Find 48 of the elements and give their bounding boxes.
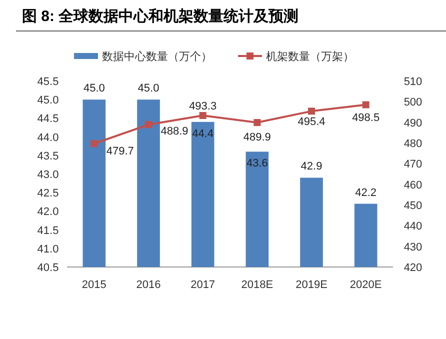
data-label: 43.6 (246, 158, 268, 170)
y-tick-label: 45.5 (37, 76, 59, 88)
y-tick-label: 43.0 (37, 169, 59, 181)
y2-tick-label: 500 (404, 96, 422, 109)
y2-tick-label: 440 (404, 220, 422, 233)
x-tick-label: 2019E (296, 279, 328, 291)
x-tick-label: 2018E (241, 279, 274, 291)
legend-label: 机架数量（万架） (266, 50, 354, 63)
y2-tick-label: 490 (404, 117, 422, 130)
y2-tick-label: 510 (404, 76, 422, 88)
y2-tick-label: 460 (404, 179, 422, 192)
data-label: 42.2 (355, 186, 377, 199)
y2-tick-label: 450 (404, 200, 422, 212)
data-label: 489.9 (243, 132, 271, 144)
point (362, 101, 370, 108)
y-tick-label: 44.5 (37, 113, 59, 126)
point (308, 108, 315, 115)
x-tick-label: 2016 (136, 279, 161, 291)
y2-tick-label: 480 (404, 138, 422, 150)
y2-tick-label: 420 (404, 262, 422, 274)
y-tick-label: 42.5 (37, 188, 59, 200)
y-tick-label: 44.0 (37, 132, 59, 144)
y2-tick-label: 430 (404, 241, 422, 254)
y2-tick-label: 470 (404, 158, 422, 171)
chart-title: 图 8: 全球数据中心和机架数量统计及预测 (22, 7, 299, 25)
data-label: 498.5 (352, 112, 380, 124)
point (90, 140, 98, 148)
x-tick-label: 2020E (350, 279, 382, 291)
y-tick-label: 40.5 (37, 262, 59, 274)
point (254, 119, 261, 126)
x-tick-label: 2015 (82, 279, 106, 291)
point (145, 121, 152, 128)
data-label: 479.7 (106, 146, 134, 158)
legend-label: 数据中心数量（万个） (102, 50, 212, 63)
data-label: 45.0 (83, 82, 105, 95)
data-label: 495.4 (298, 116, 326, 128)
y-tick-label: 43.5 (37, 150, 59, 162)
data-label: 493.3 (189, 100, 217, 113)
data-label: 44.4 (192, 128, 214, 140)
x-tick-label: 2017 (190, 279, 216, 291)
data-label: 45.0 (138, 82, 160, 95)
data-label: 42.9 (300, 160, 322, 173)
y-tick-label: 45.0 (37, 94, 59, 107)
data-label: 488.9 (160, 126, 188, 138)
y-tick-label: 41.0 (37, 243, 59, 256)
point (199, 112, 206, 120)
y-tick-label: 41.5 (37, 224, 59, 237)
y-tick-label: 42.0 (37, 206, 59, 218)
